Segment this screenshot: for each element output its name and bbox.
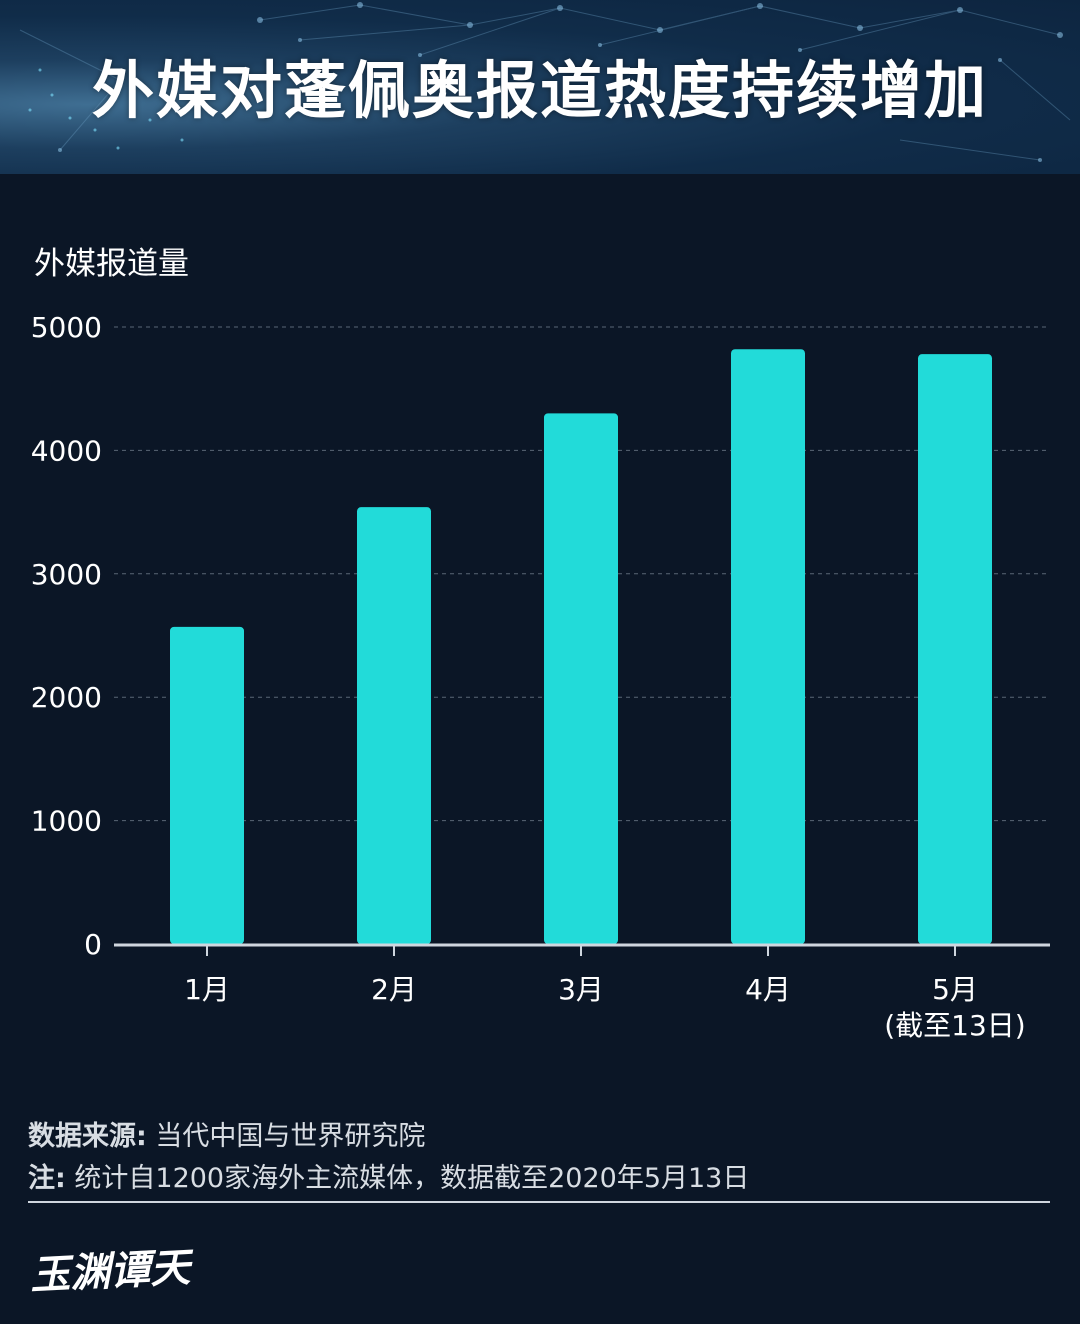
page-title: 外媒对蓬佩奥报道热度持续增加 [91,54,988,127]
footnote-label: 注: [28,1163,66,1194]
x-tick-sublabel: (截至13日) [884,1009,1025,1042]
x-tick-label: 3月 [558,973,604,1006]
y-tick-label: 0 [84,928,102,961]
bar [170,626,244,944]
footer-divider [28,1201,1050,1203]
data-source: 数据来源: 当代中国与世界研究院 [28,1114,425,1153]
y-tick-label: 3000 [31,558,102,591]
x-tick-label: 5月 [932,973,978,1006]
brand-logo-text: 玉渊谭天 [29,1244,196,1300]
bar-chart: 0 1000 2000 3000 4000 5000 1月 2月 3月 4月 5月(截至13日) [31,311,1050,1042]
bar [544,413,618,944]
y-tick-label: 5000 [31,311,102,344]
footnote-text: 统计自1200家海外主流媒体，数据截至2020年5月13日 [65,1163,750,1194]
bar [918,354,992,944]
brand-logo: 玉渊谭天 [29,1244,196,1300]
x-tick-label: 1月 [184,973,230,1006]
y-axis-title: 外媒报道量 [34,246,189,282]
data-source-label: 数据来源: [28,1121,147,1152]
header-banner: 外媒对蓬佩奥报道热度持续增加 [0,0,1080,174]
y-tick-label: 2000 [31,681,102,714]
bar [357,507,431,944]
data-source-text: 当代中国与世界研究院 [146,1121,426,1152]
network-background-graphic [19,2,1071,162]
bar [731,349,805,944]
footnote: 注: 统计自1200家海外主流媒体，数据截至2020年5月13日 [28,1156,749,1195]
y-tick-label: 4000 [31,434,102,467]
x-tick-label: 2月 [371,973,417,1006]
x-tick-label: 4月 [745,973,791,1006]
y-tick-label: 1000 [31,805,102,838]
